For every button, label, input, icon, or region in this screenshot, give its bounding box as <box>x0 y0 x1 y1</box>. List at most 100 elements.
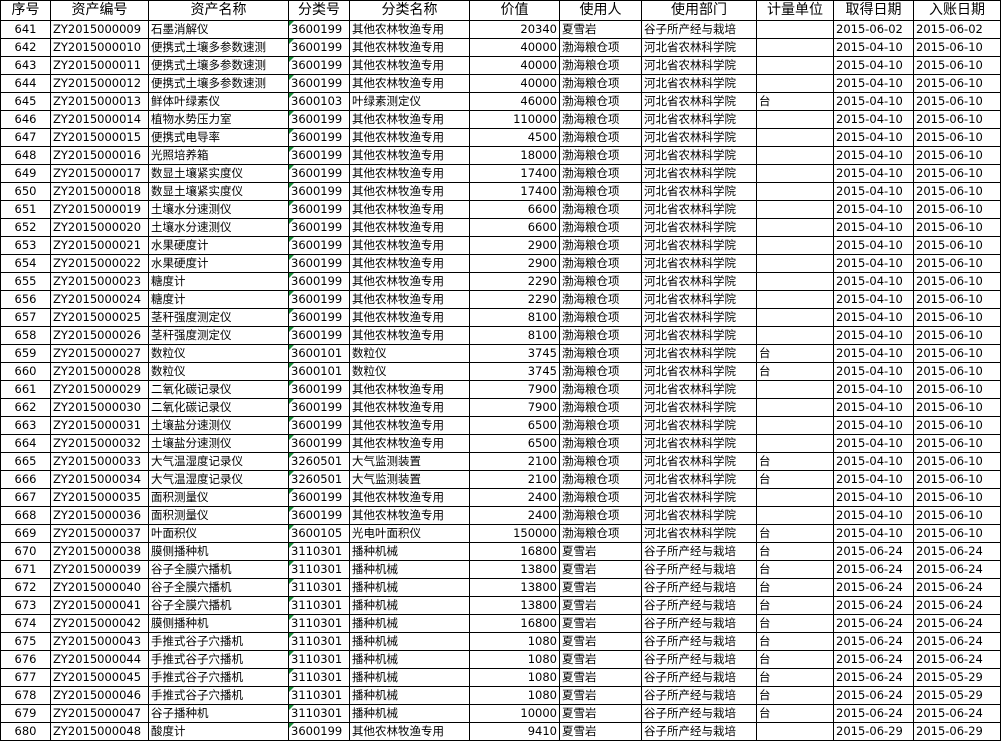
cell: 数粒仪 <box>349 344 470 363</box>
cell: ZY2015000030 <box>50 398 149 417</box>
cell: ZY2015000016 <box>50 146 149 165</box>
cell: 其他农林牧渔专用 <box>349 380 470 399</box>
cell <box>756 74 834 93</box>
header-row: 序号 资产编号 资产名称 分类号 分类名称 价值 使用人 使用部门 计量单位 取得日期 入账日期 <box>0 0 1001 21</box>
cell: 渤海粮仓项 <box>559 110 642 129</box>
cell: 播种机械 <box>349 686 470 705</box>
cell: 茎秆强度测定仪 <box>148 308 289 327</box>
table-row: 656 ZY2015000024 糖度计 3600199 其他农林牧渔专用 2290 渤海粮… <box>0 290 1001 309</box>
cell: ZY2015000039 <box>50 560 149 579</box>
cell: ZY2015000020 <box>50 218 149 237</box>
cell: 647 <box>0 128 51 147</box>
cell: ZY2015000029 <box>50 380 149 399</box>
cell: 谷子全膜穴播机 <box>148 578 289 597</box>
cell: 2015-06-02 <box>833 20 914 39</box>
cell: 渤海粮仓项 <box>559 290 642 309</box>
cell: 渤海粮仓项 <box>559 326 642 345</box>
cell: 3745 <box>469 344 560 363</box>
cell: 手推式谷子穴播机 <box>148 668 289 687</box>
column-header: 分类号 <box>288 0 350 21</box>
cell: 659 <box>0 344 51 363</box>
cell: 大气监测装置 <box>349 470 470 489</box>
cell: ZY2015000015 <box>50 128 149 147</box>
cell: 播种机械 <box>349 668 470 687</box>
cell: 其他农林牧渔专用 <box>349 20 470 39</box>
cell: 2015-06-24 <box>913 704 1001 723</box>
cell: 2015-06-24 <box>913 614 1001 633</box>
cell: 3260501 <box>288 452 350 471</box>
cell: 658 <box>0 326 51 345</box>
cell: 渤海粮仓项 <box>559 92 642 111</box>
cell: ZY2015000014 <box>50 110 149 129</box>
cell: 40000 <box>469 56 560 75</box>
cell: 4500 <box>469 128 560 147</box>
cell: 2015-04-10 <box>833 164 914 183</box>
cell: 谷子所产经与栽培 <box>641 20 757 39</box>
table-row: 677 ZY2015000045 手推式谷子穴播机 3110301 播种机械 1080 夏雪… <box>0 668 1001 687</box>
cell: 3110301 <box>288 614 350 633</box>
cell: 6500 <box>469 416 560 435</box>
cell: 2015-04-10 <box>833 308 914 327</box>
cell: ZY2015000046 <box>50 686 149 705</box>
cell: 膜侧播种机 <box>148 542 289 561</box>
cell: 渤海粮仓项 <box>559 254 642 273</box>
cell: ZY2015000043 <box>50 632 149 651</box>
cell: 2015-04-10 <box>833 56 914 75</box>
table-row: 676 ZY2015000044 手推式谷子穴播机 3110301 播种机械 1080 夏雪… <box>0 650 1001 669</box>
cell: 2015-06-24 <box>913 596 1001 615</box>
cell: 3600199 <box>288 218 350 237</box>
cell: ZY2015000032 <box>50 434 149 453</box>
cell: 3600199 <box>288 200 350 219</box>
cell: 641 <box>0 20 51 39</box>
cell: 夏雪岩 <box>559 614 642 633</box>
cell: 663 <box>0 416 51 435</box>
cell: 2015-04-10 <box>833 272 914 291</box>
cell: 其他农林牧渔专用 <box>349 722 470 741</box>
cell: 河北省农林科学院 <box>641 308 757 327</box>
cell: 其他农林牧渔专用 <box>349 146 470 165</box>
cell: 河北省农林科学院 <box>641 434 757 453</box>
cell: 2100 <box>469 470 560 489</box>
table-row: 669 ZY2015000037 叶面积仪 3600105 光电叶面积仪 150000 渤海… <box>0 524 1001 543</box>
cell: 3600199 <box>288 110 350 129</box>
cell: ZY2015000036 <box>50 506 149 525</box>
cell: 其他农林牧渔专用 <box>349 272 470 291</box>
table-row: 652 ZY2015000020 土壤水分速测仪 3600199 其他农林牧渔专用 660… <box>0 218 1001 237</box>
table-row: 670 ZY2015000038 膜侧播种机 3110301 播种机械 16800 夏雪岩谷… <box>0 542 1001 561</box>
cell: 其他农林牧渔专用 <box>349 200 470 219</box>
cell: 河北省农林科学院 <box>641 236 757 255</box>
cell: 其他农林牧渔专用 <box>349 416 470 435</box>
table-row: 650 ZY2015000018 数显土壤紧实度仪 3600199 其他农林牧渔专用 17… <box>0 182 1001 201</box>
cell: 台 <box>756 614 834 633</box>
cell: 手推式谷子穴播机 <box>148 650 289 669</box>
cell: 655 <box>0 272 51 291</box>
cell <box>756 56 834 75</box>
cell: 652 <box>0 218 51 237</box>
cell: 2015-06-10 <box>913 398 1001 417</box>
cell: 渤海粮仓项 <box>559 236 642 255</box>
cell: 谷子所产经与栽培 <box>641 578 757 597</box>
cell: 便携式土壤多参数速测 <box>148 38 289 57</box>
cell: 2015-04-10 <box>833 380 914 399</box>
cell: 数显土壤紧实度仪 <box>148 164 289 183</box>
cell: 台 <box>756 686 834 705</box>
cell: 2015-06-10 <box>913 434 1001 453</box>
cell: 夏雪岩 <box>559 560 642 579</box>
cell: 3600101 <box>288 362 350 381</box>
cell: 2015-06-10 <box>913 470 1001 489</box>
cell: 2015-06-10 <box>913 488 1001 507</box>
cell: 2015-06-10 <box>913 164 1001 183</box>
cell: 渤海粮仓项 <box>559 452 642 471</box>
table-row: 678 ZY2015000046 手推式谷子穴播机 3110301 播种机械 1080 夏雪… <box>0 686 1001 705</box>
cell: 谷子全膜穴播机 <box>148 560 289 579</box>
cell <box>756 182 834 201</box>
table-row: 666 ZY2015000034 大气温湿度记录仪 3260501 大气监测装置 2100… <box>0 470 1001 489</box>
cell: 13800 <box>469 578 560 597</box>
cell: ZY2015000028 <box>50 362 149 381</box>
cell: 叶面积仪 <box>148 524 289 543</box>
table-row: 645 ZY2015000013 鲜体叶绿素仪 3600103 叶绿素测定仪 46000 渤… <box>0 92 1001 111</box>
table-row: 644 ZY2015000012 便携式土壤多参数速测 3600199 其他农林牧渔专用… <box>0 74 1001 93</box>
cell: 河北省农林科学院 <box>641 92 757 111</box>
cell <box>756 506 834 525</box>
cell: 2015-06-10 <box>913 200 1001 219</box>
